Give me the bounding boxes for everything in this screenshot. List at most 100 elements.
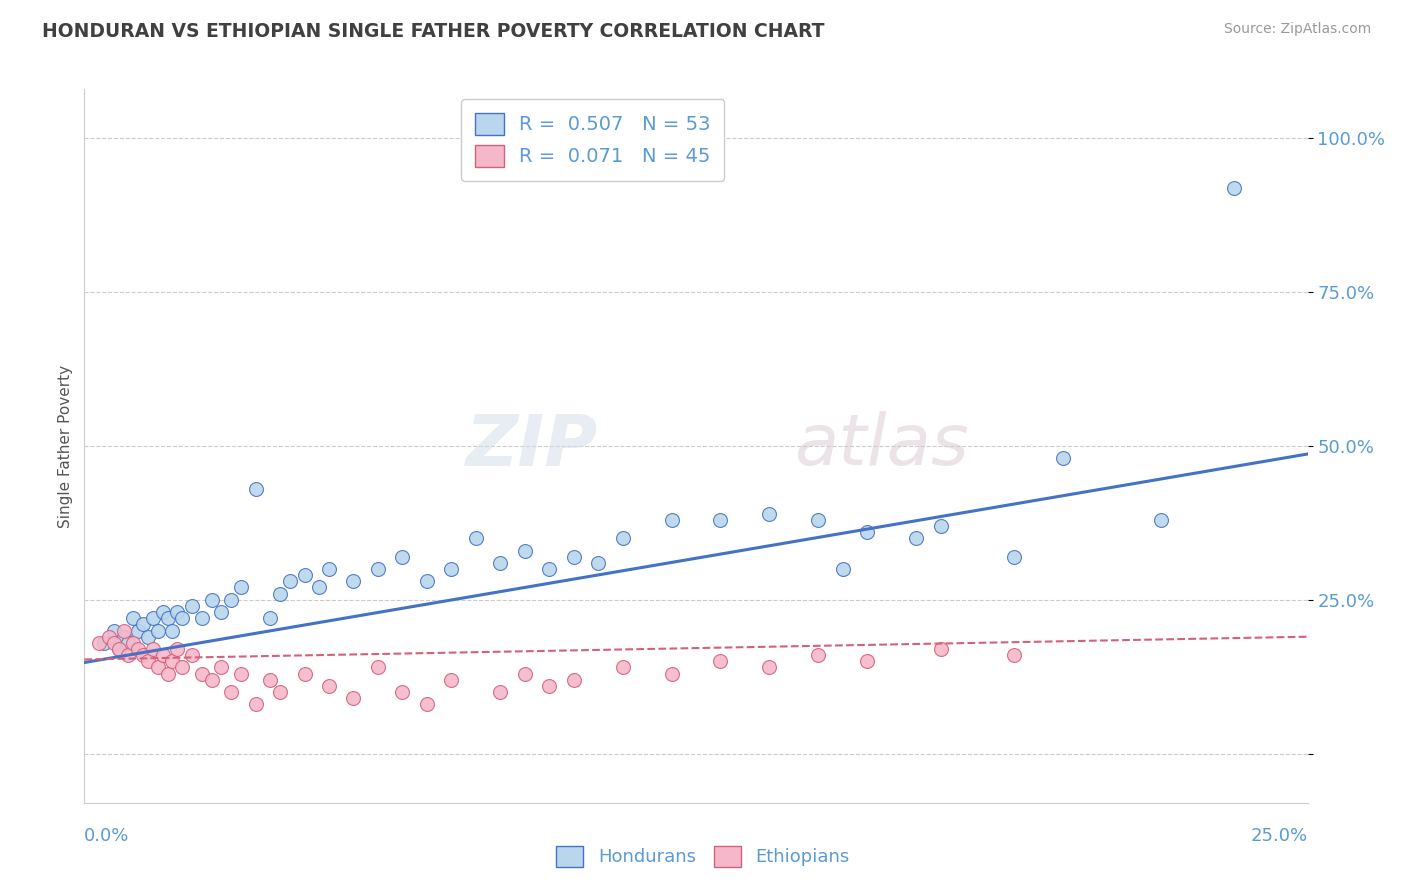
Point [489,685,512,699]
Point [856,654,879,668]
Point [308,581,330,595]
Text: 0.0%: 0.0% [84,828,129,846]
Point [136,654,159,668]
Point [172,660,194,674]
Point [181,599,204,613]
Point [162,654,184,668]
Point [117,648,139,662]
Point [181,648,204,662]
Point [342,574,364,589]
Point [156,666,179,681]
Point [464,531,486,545]
Point [127,624,149,638]
Point [269,587,291,601]
Point [191,666,214,681]
Point [294,666,316,681]
Point [807,513,830,527]
Point [562,549,585,564]
Point [107,642,129,657]
Point [709,654,731,668]
Point [538,679,561,693]
Point [107,642,129,657]
Point [538,562,561,576]
Point [112,624,135,638]
Point [209,660,232,674]
Point [245,482,267,496]
Point [416,698,439,712]
Point [117,636,139,650]
Point [200,673,222,687]
Point [905,531,928,545]
Point [856,525,879,540]
Point [136,630,159,644]
Point [1002,648,1025,662]
Point [87,636,110,650]
Point [1150,513,1173,527]
Point [318,679,340,693]
Y-axis label: Single Father Poverty: Single Father Poverty [58,365,73,527]
Text: ZIP: ZIP [465,411,598,481]
Point [162,624,184,638]
Point [146,660,169,674]
Point [1223,180,1246,194]
Point [132,617,155,632]
Point [318,562,340,576]
Point [831,562,853,576]
Point [513,543,536,558]
Point [156,611,179,625]
Point [612,531,634,545]
Point [112,630,135,644]
Point [142,642,165,657]
Point [219,685,242,699]
Point [229,666,252,681]
Point [562,673,585,687]
Point [269,685,291,699]
Point [416,574,439,589]
Point [229,581,252,595]
Point [758,507,780,521]
Point [97,630,120,644]
Point [807,648,830,662]
Point [191,611,214,625]
Point [146,624,169,638]
Point [259,611,281,625]
Point [929,519,952,533]
Point [103,636,125,650]
Point [1002,549,1025,564]
Point [127,642,149,657]
Point [103,624,125,638]
Point [367,562,389,576]
Point [93,636,115,650]
Point [513,666,536,681]
Point [709,513,731,527]
Text: 25.0%: 25.0% [1250,828,1308,846]
Point [342,691,364,706]
Point [152,605,174,619]
Text: atlas: atlas [794,411,969,481]
Point [166,605,188,619]
Point [391,685,413,699]
Point [122,636,145,650]
Point [278,574,301,589]
Point [440,673,463,687]
Point [1052,451,1074,466]
Point [209,605,232,619]
Point [132,648,155,662]
Point [152,648,174,662]
Point [758,660,780,674]
Legend: Hondurans, Ethiopians: Hondurans, Ethiopians [550,838,856,874]
Point [245,698,267,712]
Point [172,611,194,625]
Point [661,513,683,527]
Text: Source: ZipAtlas.com: Source: ZipAtlas.com [1223,22,1371,37]
Point [489,556,512,570]
Point [142,611,165,625]
Point [929,642,952,657]
Point [122,611,145,625]
Point [294,568,316,582]
Legend: R =  0.507   N = 53, R =  0.071   N = 45: R = 0.507 N = 53, R = 0.071 N = 45 [461,99,724,181]
Text: HONDURAN VS ETHIOPIAN SINGLE FATHER POVERTY CORRELATION CHART: HONDURAN VS ETHIOPIAN SINGLE FATHER POVE… [42,22,825,41]
Point [259,673,281,687]
Point [586,556,609,570]
Point [200,592,222,607]
